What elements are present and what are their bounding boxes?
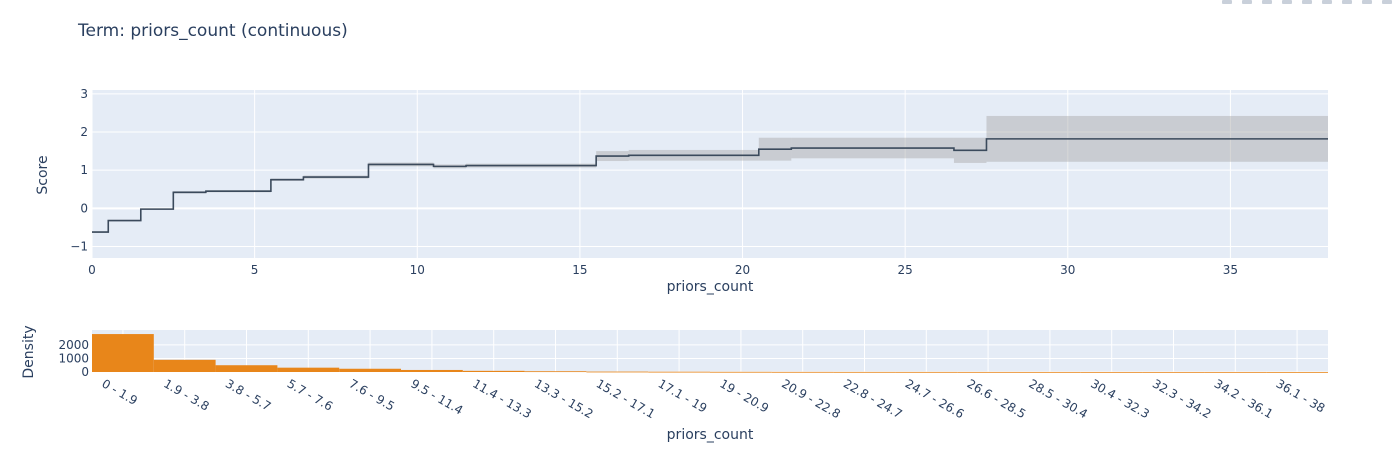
density-x-axis-title: priors_count [667, 427, 754, 443]
density-plot-background [92, 330, 1328, 372]
density-bar-17 [1142, 371, 1205, 373]
density-bar-4 [339, 368, 401, 372]
box-select-icon[interactable] [1282, 0, 1292, 4]
density-y-axis-title: Density [21, 325, 37, 378]
density-bar-15 [1019, 371, 1081, 373]
density-x-tick-label-5: 9.5 - 11.4 [408, 376, 465, 417]
score-x-axis-title: priors_count [667, 279, 754, 295]
zoom-in-icon[interactable] [1322, 0, 1332, 4]
density-x-tick-label-2: 3.8 - 5.7 [223, 376, 273, 413]
density-x-tick-label-3: 5.7 - 7.6 [285, 376, 335, 413]
density-x-tick-label-0: 0 - 1.9 [99, 376, 140, 407]
density-x-ticks: 0 - 1.9 1.9 - 3.8 3.8 - 5.7 5.7 - 7.6 7.6 - … [99, 376, 1327, 421]
density-y-tick-label-2: 2000 [58, 338, 89, 352]
density-bar-12 [833, 371, 896, 373]
density-y-tick-label-1: 1000 [58, 351, 89, 365]
density-x-tick-label-7: 13.3 - 15.2 [532, 376, 596, 421]
density-x-tick-label-17: 32.3 - 34.2 [1150, 376, 1214, 421]
density-bar-9 [648, 371, 710, 373]
density-bar-13 [895, 371, 958, 373]
score-x-tick-label-4: 20 [735, 263, 750, 277]
density-x-tick-label-15: 28.5 - 30.4 [1026, 376, 1090, 421]
score-x-tick-label-3: 15 [572, 263, 587, 277]
density-bar-7 [524, 371, 587, 373]
density-bar-5 [401, 369, 463, 372]
score-y-tick-label-1: 0 [80, 201, 88, 215]
density-bar-8 [586, 371, 649, 373]
score-x-tick-label-7: 35 [1223, 263, 1238, 277]
score-gridlines [91, 90, 1328, 258]
density-bar-18 [1204, 371, 1267, 373]
density-x-tick-label-19: 36.1 - 38 [1274, 376, 1328, 415]
density-y-tick-label-0: 0 [81, 365, 89, 379]
camera-icon[interactable] [1222, 0, 1232, 4]
score-y-tick-label-2: 1 [80, 163, 88, 177]
density-x-tick-label-6: 11.4 - 13.3 [470, 376, 534, 421]
score-x-tick-label-1: 5 [251, 263, 259, 277]
pan-icon[interactable] [1262, 0, 1272, 4]
score-step-line [92, 138, 1328, 233]
score-y-tick-label-4: 3 [80, 87, 88, 101]
lasso-icon[interactable] [1302, 0, 1312, 4]
density-x-tick-label-4: 7.6 - 9.5 [347, 376, 397, 413]
score-x-tick-label-2: 10 [410, 263, 425, 277]
density-x-tick-label-8: 15.2 - 17.1 [594, 376, 658, 421]
zoom-out-icon[interactable] [1342, 0, 1352, 4]
density-bar-6 [462, 370, 525, 372]
score-x-tick-label-5: 25 [898, 263, 913, 277]
density-x-tick-label-9: 17.1 - 19 [656, 376, 710, 415]
chart-title: Term: priors_count (continuous) [77, 21, 348, 41]
density-x-tick-label-1: 1.9 - 3.8 [161, 376, 211, 413]
density-bars [92, 334, 1328, 373]
density-x-tick-label-18: 34.2 - 36.1 [1212, 376, 1276, 421]
density-bar-14 [957, 371, 1019, 373]
score-plot-background [92, 90, 1328, 258]
density-x-tick-label-13: 24.7 - 26.6 [903, 376, 967, 421]
density-bar-3 [277, 367, 340, 372]
score-y-ticks: −1 0 1 2 3 [70, 87, 88, 254]
zoom-icon[interactable] [1242, 0, 1252, 4]
density-x-tick-label-16: 30.4 - 32.3 [1088, 376, 1152, 421]
density-x-tick-label-10: 19 - 20.9 [717, 376, 771, 415]
density-x-tick-label-11: 20.9 - 22.8 [779, 376, 843, 421]
density-x-tick-label-12: 22.8 - 24.7 [841, 376, 905, 421]
density-bar-1 [153, 359, 216, 372]
autoscale-icon[interactable] [1362, 0, 1372, 4]
density-bar-11 [771, 371, 834, 373]
score-x-tick-label-6: 30 [1060, 263, 1075, 277]
density-bar-2 [215, 365, 278, 372]
density-bar-0 [92, 334, 154, 372]
density-x-tick-label-14: 26.6 - 28.5 [965, 376, 1029, 421]
score-y-axis-title: Score [35, 155, 51, 194]
density-bar-10 [710, 371, 772, 373]
score-y-tick-label-0: −1 [70, 240, 88, 254]
score-y-tick-label-3: 2 [80, 125, 88, 139]
reset-axes-icon[interactable] [1382, 0, 1392, 4]
density-bar-16 [1080, 371, 1143, 373]
score-x-ticks: 0 5 10 15 20 25 30 35 [88, 263, 1238, 277]
modebar[interactable] [1222, 0, 1392, 6]
score-x-tick-label-0: 0 [88, 263, 96, 277]
density-bar-19 [1266, 371, 1328, 373]
density-plot: 0 - 1.9 1.9 - 3.8 3.8 - 5.7 5.7 - 7.6 7.6 - … [21, 325, 1328, 443]
